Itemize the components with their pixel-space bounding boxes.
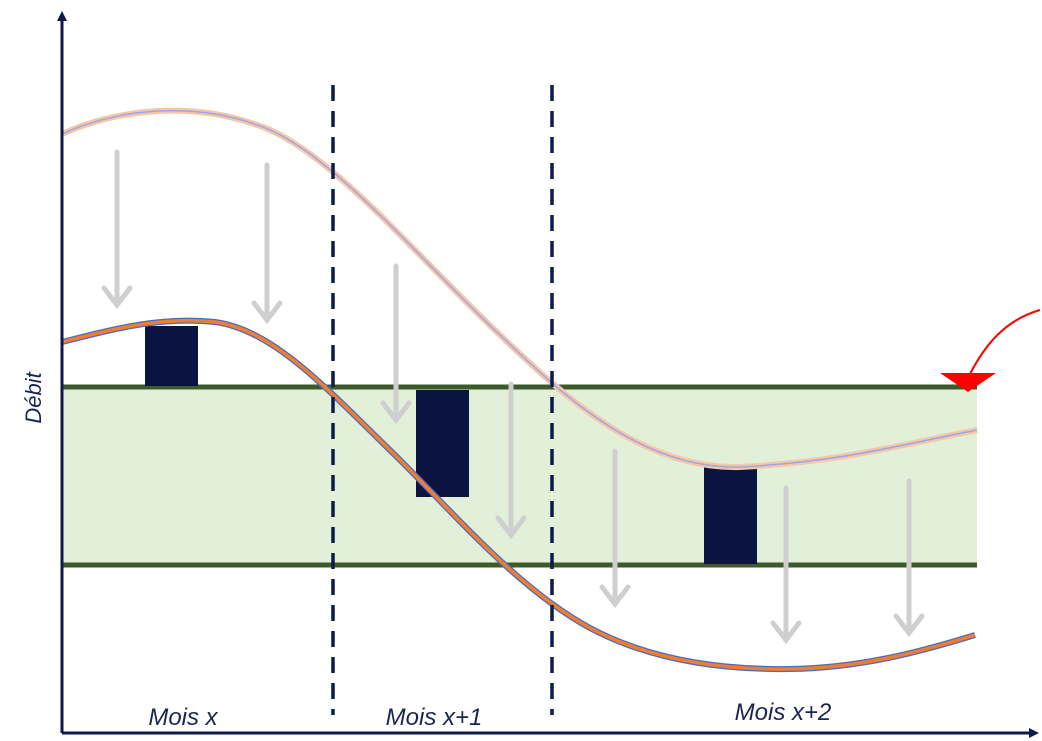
excess-block-mois-x1 bbox=[416, 390, 469, 497]
reduction-arrow-5 bbox=[599, 448, 631, 609]
upper-curve-inner bbox=[61, 109, 978, 468]
period-label-3: Mois x+2 bbox=[735, 699, 832, 726]
period-label-1: Mois x bbox=[148, 704, 218, 731]
lower-curve-inner bbox=[61, 318, 976, 671]
pointer-arrow bbox=[969, 309, 1041, 375]
reduction-arrow-2 bbox=[251, 162, 283, 325]
period-label-2: Mois x+1 bbox=[386, 704, 483, 731]
excess-block-mois-x2 bbox=[704, 467, 757, 564]
excess-block-mois-x bbox=[145, 326, 198, 386]
reduction-arrow-4 bbox=[495, 381, 527, 540]
reduction-arrow-3 bbox=[380, 263, 412, 425]
reduction-arrows bbox=[101, 149, 925, 645]
target-band bbox=[62, 387, 977, 565]
y-axis-label: Débit bbox=[21, 371, 46, 423]
reduction-arrow-6 bbox=[770, 485, 802, 645]
reduction-arrow-1 bbox=[101, 149, 133, 310]
pointer-arrow-head bbox=[940, 373, 996, 392]
reduction-arrow-7 bbox=[893, 478, 925, 638]
